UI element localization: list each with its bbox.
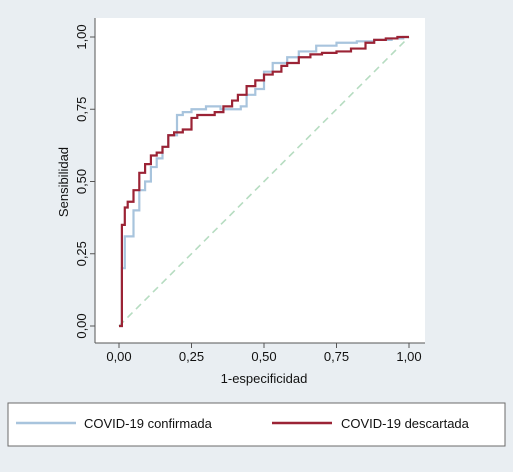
series-confirmada-line <box>119 35 409 328</box>
y-axis-label: Sensibilidad <box>56 147 71 217</box>
x-tick-label: 1,00 <box>396 349 421 364</box>
x-tick-label: 0,00 <box>106 349 131 364</box>
y-tick-label: 0,75 <box>74 97 89 122</box>
x-tick-label: 0,25 <box>179 349 204 364</box>
y-tick-label: 1,00 <box>74 24 89 49</box>
x-tick-label: 0,75 <box>324 349 349 364</box>
y-tick-label: 0,50 <box>74 169 89 194</box>
legend: COVID-19 confirmada COVID-19 descartada <box>7 402 506 447</box>
series-lines <box>118 35 410 328</box>
legend-box <box>7 402 506 447</box>
x-axis-label: 1-especificidad <box>221 371 308 386</box>
legend-label-confirmada: COVID-19 confirmada <box>84 416 213 431</box>
axes: 0,00 0,25 0,50 0,75 1,00 0,00 0,25 0,50 0,75 1,00 <box>74 18 425 364</box>
reference-diagonal-line <box>118 36 410 327</box>
series-descartada-line <box>119 35 409 328</box>
y-tick-label: 0,00 <box>74 313 89 338</box>
y-tick-label: 0,25 <box>74 241 89 266</box>
legend-label-descartada: COVID-19 descartada <box>341 416 470 431</box>
x-tick-label: 0,50 <box>251 349 276 364</box>
